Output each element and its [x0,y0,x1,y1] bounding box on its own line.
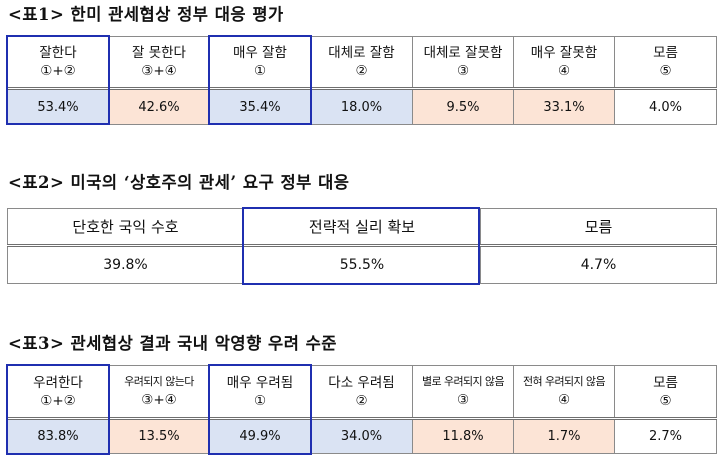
table1-value-cell: 18.0% [310,88,413,125]
table1-header-cell: 모름 ⑤ [614,36,717,90]
table3-header-cell: 전혀 우려되지 않음 ④ [513,365,615,420]
table3-title: <표3> 관세협상 결과 국내 악영향 우려 수준 [8,334,337,353]
table2-header-cell: 모름 [480,208,717,247]
table2-value-row: 39.8% 55.5% 4.7% [7,245,717,284]
table3-value-cell: 1.7% [513,418,615,454]
table3-value-cell: 34.0% [310,418,413,454]
table1-value-cell: 4.0% [614,88,717,125]
table3-header-row: 우려한다 ①+② 우려되지 않는다 ③+④ 매우 우려됨 ① 다소 우려됨 ② 별로 우… [7,365,717,420]
table1-value-cell: 33.1% [513,88,615,125]
table1-header-cell: 잘 못한다 ③+④ [108,36,210,90]
table3-header-cell: 우려되지 않는다 ③+④ [108,365,210,420]
table2-header-cell: 전략적 실리 확보 [243,208,481,247]
table3-header-cell: 우려한다 ①+② [7,365,109,420]
table1-value-cell: 53.4% [7,88,109,125]
table3-value-cell: 2.7% [614,418,717,454]
table1-value-cell: 35.4% [209,88,311,125]
table3-value-cell: 11.8% [412,418,514,454]
table2-header-cell: 단호한 국익 수호 [7,208,244,247]
table1-value-cell: 9.5% [412,88,514,125]
table1-header-cell: 대체로 잘함 ② [310,36,413,90]
table3-header-cell: 별로 우려되지 않음 ③ [412,365,514,420]
table1-header-cell: 대체로 잘못함 ③ [412,36,514,90]
table3-header-cell: 다소 우려됨 ② [310,365,413,420]
table3: 우려한다 ①+② 우려되지 않는다 ③+④ 매우 우려됨 ① 다소 우려됨 ② 별로 우… [7,365,717,454]
table1-header-cell: 잘한다 ①+② [7,36,109,90]
table2-value-cell: 39.8% [7,245,244,284]
table2: 단호한 국익 수호 전략적 실리 확보 모름 39.8% 55.5% 4.7% [7,208,717,284]
table2-value-cell: 55.5% [243,245,481,284]
table2-title: <표2> 미국의 ‘상호주의 관세’ 요구 정부 대응 [8,173,350,192]
table3-value-row: 83.8% 13.5% 49.9% 34.0% 11.8% 1.7% 2.7% [7,418,717,454]
table2-value-cell: 4.7% [480,245,717,284]
table1-value-row: 53.4% 42.6% 35.4% 18.0% 9.5% 33.1% 4.0% [7,88,717,125]
table1-title: <표1> 한미 관세협상 정부 대응 평가 [8,5,284,24]
table3-value-cell: 49.9% [209,418,311,454]
table3-header-cell: 매우 우려됨 ① [209,365,311,420]
table1-value-cell: 42.6% [108,88,210,125]
table1: 잘한다 ①+② 잘 못한다 ③+④ 매우 잘함 ① 대체로 잘함 ② 대체로 잘못함 ③ … [7,36,717,125]
table1-header-cell: 매우 잘함 ① [209,36,311,90]
table1-header-row: 잘한다 ①+② 잘 못한다 ③+④ 매우 잘함 ① 대체로 잘함 ② 대체로 잘못함 ③ … [7,36,717,90]
table3-value-cell: 83.8% [7,418,109,454]
table3-header-cell: 모름 ⑤ [614,365,717,420]
table3-value-cell: 13.5% [108,418,210,454]
table2-header-row: 단호한 국익 수호 전략적 실리 확보 모름 [7,208,717,247]
table1-header-cell: 매우 잘못함 ④ [513,36,615,90]
